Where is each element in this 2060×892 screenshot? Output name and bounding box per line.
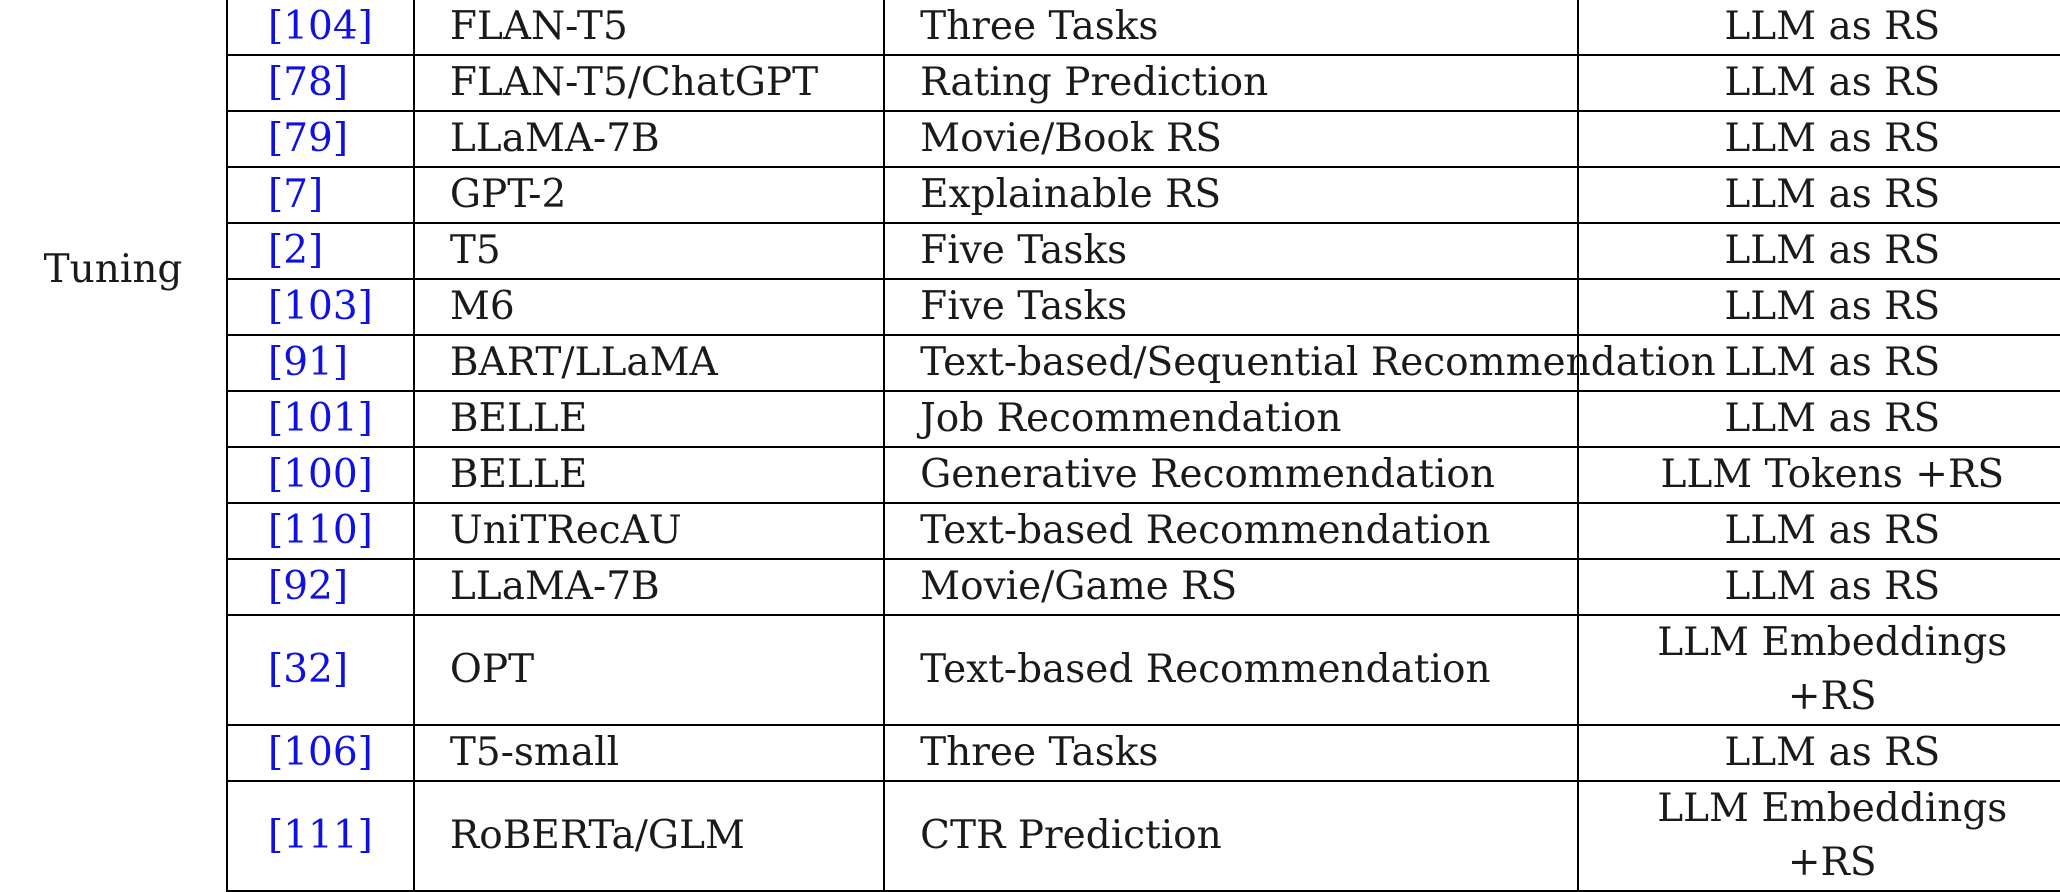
table-row: [92] LLaMA-7B Movie/Game RS LLM as RS	[227, 559, 2060, 615]
task-cell: Text-based/Sequential Recommendation	[884, 335, 1577, 391]
model-cell: LLaMA-7B	[414, 559, 884, 615]
table-row: [101] BELLE Job Recommendation LLM as RS	[227, 391, 2060, 447]
integration-type-cell: LLM Tokens +RS	[1578, 447, 2060, 503]
table-row: [111] RoBERTa/GLM CTR Prediction LLM Emb…	[227, 781, 2060, 891]
citation-link[interactable]: [92]	[227, 559, 414, 615]
task-cell: Rating Prediction	[884, 55, 1577, 111]
integration-type-cell: LLM as RS	[1578, 391, 2060, 447]
integration-type-cell: LLM as RS	[1578, 279, 2060, 335]
integration-type-cell: LLM as RS	[1578, 725, 2060, 781]
integration-type-cell: LLM as RS	[1578, 111, 2060, 167]
model-cell: T5-small	[414, 725, 884, 781]
model-cell: FLAN-T5	[414, 0, 884, 55]
table-row: [78] FLAN-T5/ChatGPT Rating Prediction L…	[227, 55, 2060, 111]
table-row: [91] BART/LLaMA Text-based/Sequential Re…	[227, 335, 2060, 391]
recommendation-methods-table: [104] FLAN-T5 Three Tasks LLM as RS [78]…	[226, 0, 2060, 892]
task-cell: Three Tasks	[884, 725, 1577, 781]
integration-type-cell: LLM as RS	[1578, 559, 2060, 615]
citation-link[interactable]: [110]	[227, 503, 414, 559]
task-cell: Job Recommendation	[884, 391, 1577, 447]
task-cell: Explainable RS	[884, 167, 1577, 223]
citation-link[interactable]: [2]	[227, 223, 414, 279]
integration-type-line: +RS	[1579, 836, 2060, 890]
model-cell: UniTRecAU	[414, 503, 884, 559]
task-cell: Generative Recommendation	[884, 447, 1577, 503]
table-row: [103] M6 Five Tasks LLM as RS	[227, 279, 2060, 335]
citation-link[interactable]: [91]	[227, 335, 414, 391]
integration-type-line: LLM Embeddings	[1579, 782, 2060, 836]
model-cell: BART/LLaMA	[414, 335, 884, 391]
integration-type-line: LLM Embeddings	[1579, 616, 2060, 670]
task-cell: Text-based Recommendation	[884, 615, 1577, 725]
model-cell: T5	[414, 223, 884, 279]
citation-link[interactable]: [104]	[227, 0, 414, 55]
integration-type-cell: LLM as RS	[1578, 167, 2060, 223]
model-cell: LLaMA-7B	[414, 111, 884, 167]
citation-link[interactable]: [106]	[227, 725, 414, 781]
table-row: [106] T5-small Three Tasks LLM as RS	[227, 725, 2060, 781]
table-row: [104] FLAN-T5 Three Tasks LLM as RS	[227, 0, 2060, 55]
citation-link[interactable]: [79]	[227, 111, 414, 167]
model-cell: FLAN-T5/ChatGPT	[414, 55, 884, 111]
table-row: [110] UniTRecAU Text-based Recommendatio…	[227, 503, 2060, 559]
model-cell: OPT	[414, 615, 884, 725]
citation-link[interactable]: [32]	[227, 615, 414, 725]
group-label-tuning: Tuning	[0, 245, 226, 295]
table-row: [2] T5 Five Tasks LLM as RS	[227, 223, 2060, 279]
citation-link[interactable]: [7]	[227, 167, 414, 223]
model-cell: BELLE	[414, 447, 884, 503]
task-cell: Three Tasks	[884, 0, 1577, 55]
task-cell: Text-based Recommendation	[884, 503, 1577, 559]
citation-link[interactable]: [100]	[227, 447, 414, 503]
table-row: [79] LLaMA-7B Movie/Book RS LLM as RS	[227, 111, 2060, 167]
model-cell: RoBERTa/GLM	[414, 781, 884, 891]
integration-type-cell: LLM as RS	[1578, 503, 2060, 559]
model-cell: GPT-2	[414, 167, 884, 223]
model-cell: M6	[414, 279, 884, 335]
integration-type-cell: LLM Embeddings +RS	[1578, 615, 2060, 725]
task-cell: CTR Prediction	[884, 781, 1577, 891]
task-cell: Movie/Game RS	[884, 559, 1577, 615]
task-cell: Five Tasks	[884, 223, 1577, 279]
integration-type-cell: LLM as RS	[1578, 55, 2060, 111]
task-cell: Movie/Book RS	[884, 111, 1577, 167]
citation-link[interactable]: [103]	[227, 279, 414, 335]
integration-type-line: +RS	[1579, 670, 2060, 724]
citation-link[interactable]: [111]	[227, 781, 414, 891]
task-cell: Five Tasks	[884, 279, 1577, 335]
citation-link[interactable]: [78]	[227, 55, 414, 111]
table-row: [7] GPT-2 Explainable RS LLM as RS	[227, 167, 2060, 223]
integration-type-cell: LLM as RS	[1578, 0, 2060, 55]
model-cell: BELLE	[414, 391, 884, 447]
table-row: [100] BELLE Generative Recommendation LL…	[227, 447, 2060, 503]
table-row: [32] OPT Text-based Recommendation LLM E…	[227, 615, 2060, 725]
integration-type-cell: LLM Embeddings +RS	[1578, 781, 2060, 891]
citation-link[interactable]: [101]	[227, 391, 414, 447]
integration-type-cell: LLM as RS	[1578, 223, 2060, 279]
